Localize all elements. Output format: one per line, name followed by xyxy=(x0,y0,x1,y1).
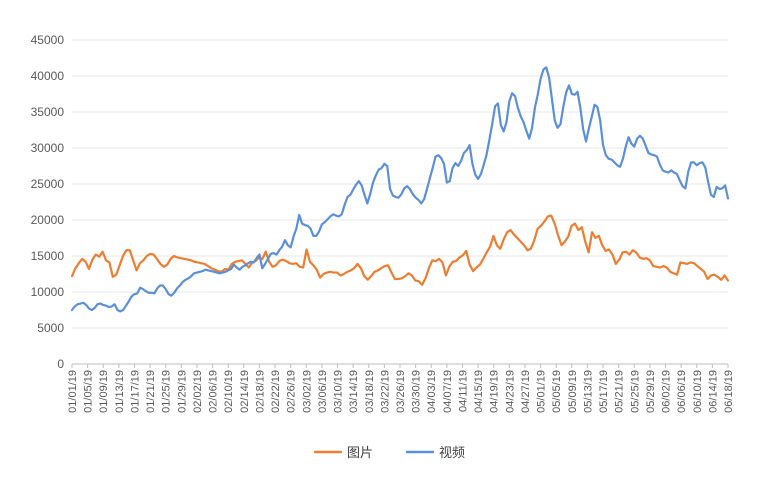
x-tick-label: 02/14/19 xyxy=(239,370,251,413)
x-tick-label: 04/19/19 xyxy=(489,370,501,413)
x-tick-label: 05/25/19 xyxy=(629,370,641,413)
y-tick-label: 30000 xyxy=(31,141,65,155)
series-lines xyxy=(70,66,730,313)
x-tick-label: 04/27/19 xyxy=(520,370,532,413)
x-tick-label: 06/18/19 xyxy=(723,370,735,413)
x-tick-label: 02/22/19 xyxy=(270,370,282,413)
y-axis: 0 5000 10000 15000 20000 25000 30000 35000 40000… xyxy=(31,33,65,371)
y-tick-label: 5000 xyxy=(37,321,64,335)
x-tick-label: 05/01/19 xyxy=(536,370,548,413)
x-tick-label: 01/25/19 xyxy=(161,370,173,413)
x-tick-label: 05/09/19 xyxy=(567,370,579,413)
legend-item-2: 视频 xyxy=(405,445,465,460)
x-tick-label: 04/23/19 xyxy=(504,370,516,413)
x-tick-label: 01/05/19 xyxy=(83,370,95,413)
legend: 图片 视频 xyxy=(313,445,465,460)
x-tick-label: 03/18/19 xyxy=(364,370,376,413)
x-tick-label: 04/07/19 xyxy=(442,370,454,413)
x-tick-label: 05/05/19 xyxy=(551,370,563,413)
x-tick-label: 02/02/19 xyxy=(192,370,204,413)
x-tick-label: 01/17/19 xyxy=(129,370,141,413)
x-tick-label: 03/14/19 xyxy=(348,370,360,413)
x-tick-label: 03/10/19 xyxy=(333,370,345,413)
x-tick-label: 04/15/19 xyxy=(473,370,485,413)
y-tick-label: 40000 xyxy=(31,69,65,83)
y-tick-label: 35000 xyxy=(31,105,65,119)
legend-item-1: 图片 xyxy=(313,445,373,460)
legend-label: 视频 xyxy=(439,445,465,460)
x-tick-label: 06/02/19 xyxy=(661,370,673,413)
x-tick-label: 04/03/19 xyxy=(426,370,438,413)
y-tick-label: 20000 xyxy=(31,213,65,227)
x-tick-label: 06/10/19 xyxy=(692,370,704,413)
y-tick-label: 0 xyxy=(57,357,64,371)
y-tick-label: 45000 xyxy=(31,33,65,47)
x-tick-label: 02/18/19 xyxy=(254,370,266,413)
x-tick-label: 03/02/19 xyxy=(301,370,313,413)
x-tick-label: 02/26/19 xyxy=(286,370,298,413)
series-line-1 xyxy=(70,214,730,286)
legend-label: 图片 xyxy=(347,445,373,460)
y-tick-label: 25000 xyxy=(31,177,65,191)
x-tick-label: 01/21/19 xyxy=(145,370,157,413)
x-tick-label: 05/13/19 xyxy=(582,370,594,413)
x-tick-label: 05/29/19 xyxy=(645,370,657,413)
x-tick-label: 01/13/19 xyxy=(114,370,126,413)
grid-lines xyxy=(72,39,728,329)
series-line-2 xyxy=(70,66,730,313)
x-tick-label: 06/14/19 xyxy=(707,370,719,413)
y-tick-label: 10000 xyxy=(31,285,65,299)
x-tick-label: 02/10/19 xyxy=(223,370,235,413)
x-tick-label: 05/21/19 xyxy=(614,370,626,413)
x-tick-label: 03/30/19 xyxy=(411,370,423,413)
x-tick-label: 01/29/19 xyxy=(176,370,188,413)
x-tick-label: 06/06/19 xyxy=(676,370,688,413)
x-tick-label: 04/11/19 xyxy=(457,370,469,412)
x-tick-label: 05/17/19 xyxy=(598,370,610,413)
x-tick-label: 03/22/19 xyxy=(379,370,391,413)
x-tick-label: 03/26/19 xyxy=(395,370,407,413)
x-tick-label: 01/01/19 xyxy=(67,370,79,413)
x-tick-label: 01/09/19 xyxy=(98,370,110,413)
x-tick-label: 03/06/19 xyxy=(317,370,329,413)
x-axis: 01/01/19 01/05/19 01/09/19 01/13/19 01/17/19… xyxy=(67,363,735,413)
x-tick-label: 02/06/19 xyxy=(208,370,220,413)
y-tick-label: 15000 xyxy=(31,249,65,263)
